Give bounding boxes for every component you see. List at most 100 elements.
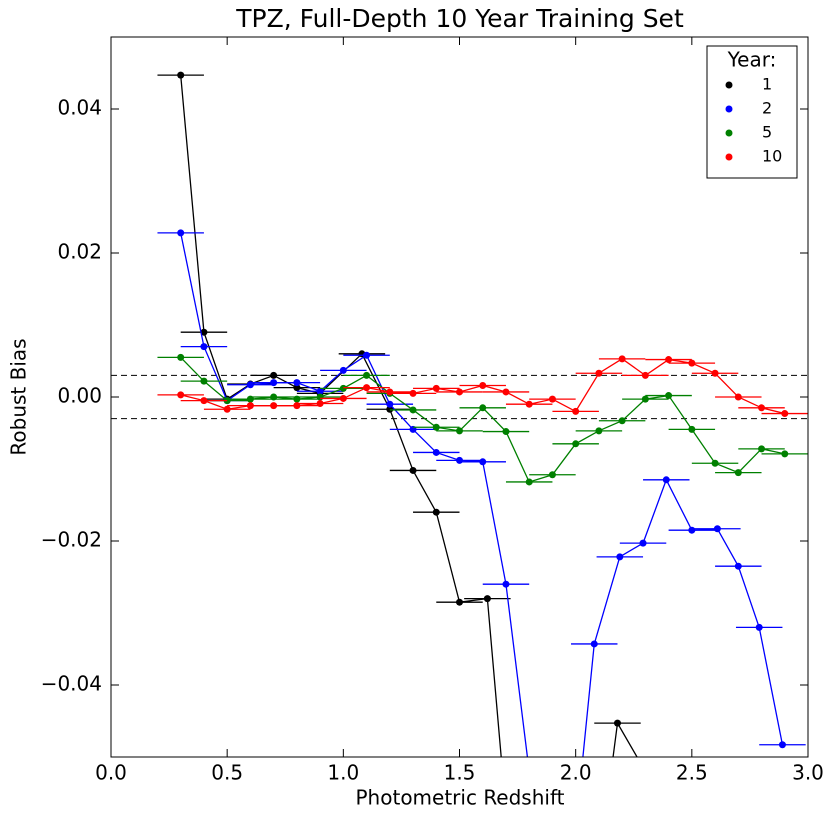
data-point	[758, 445, 766, 453]
legend-marker	[725, 129, 733, 137]
x-tick-label: 2.0	[560, 761, 592, 785]
data-point	[456, 388, 463, 396]
data-point	[525, 400, 533, 408]
x-tick-label: 3.0	[792, 761, 824, 785]
legend-title: Year:	[727, 48, 777, 72]
data-point	[734, 469, 742, 477]
data-point	[432, 448, 440, 456]
data-point	[502, 388, 510, 396]
data-point	[293, 379, 301, 387]
data-point	[432, 423, 440, 431]
data-point	[479, 404, 487, 412]
y-tick-label: −0.04	[41, 672, 102, 696]
data-point	[641, 371, 649, 379]
legend-marker	[725, 81, 733, 89]
data-point	[386, 388, 394, 396]
data-point	[711, 459, 719, 467]
plot-area	[111, 71, 808, 775]
data-point	[548, 395, 556, 403]
data-point	[641, 395, 649, 403]
data-point	[665, 392, 673, 400]
x-tick-label: 2.5	[676, 761, 708, 785]
data-point	[755, 623, 763, 631]
data-point	[339, 366, 347, 374]
data-point	[713, 525, 721, 533]
data-point	[316, 387, 324, 395]
data-point	[339, 394, 347, 402]
data-point	[734, 393, 742, 401]
x-tick-label: 0.5	[211, 761, 243, 785]
data-point	[688, 359, 696, 367]
data-point	[502, 428, 510, 436]
data-point	[525, 478, 533, 486]
data-point	[572, 407, 580, 415]
x-tick-label: 1.5	[444, 761, 476, 785]
data-point	[479, 458, 487, 466]
data-point	[363, 371, 371, 379]
data-point	[613, 719, 621, 727]
data-point	[200, 377, 208, 385]
legend-box	[706, 45, 798, 179]
x-tick-label: 1.0	[327, 761, 359, 785]
data-point	[618, 417, 626, 425]
data-point	[711, 369, 719, 377]
data-point	[177, 229, 185, 237]
data-point	[781, 450, 789, 458]
data-point	[432, 508, 440, 516]
series-line	[180, 232, 784, 757]
data-point	[316, 399, 324, 407]
data-point	[616, 553, 624, 561]
chart-title: TPZ, Full-Depth 10 Year Training Set	[235, 4, 684, 33]
data-point	[483, 595, 491, 603]
legend-label: 5	[762, 123, 772, 142]
data-point	[200, 343, 208, 351]
y-tick-label: 0.00	[57, 384, 102, 408]
y-tick-label: 0.04	[57, 96, 102, 120]
data-point	[293, 384, 301, 392]
data-point	[200, 328, 208, 336]
data-point	[409, 389, 417, 397]
plot-frame	[110, 36, 809, 758]
data-point	[548, 471, 556, 479]
data-point	[595, 427, 603, 435]
data-point	[316, 393, 324, 401]
data-point	[386, 405, 394, 413]
data-point	[688, 425, 696, 433]
x-axis-label: Photometric Redshift	[356, 786, 565, 810]
data-point	[456, 456, 463, 464]
legend-marker	[725, 153, 733, 161]
data-point	[662, 476, 670, 484]
y-axis-label: Robust Bias	[7, 338, 31, 455]
data-point	[270, 371, 278, 379]
data-point	[363, 384, 371, 392]
legend-label: 2	[762, 99, 772, 118]
y-tick-label: 0.02	[57, 240, 102, 264]
data-point	[200, 397, 208, 405]
data-point	[781, 410, 789, 418]
x-tick-label: 0.0	[95, 761, 127, 785]
legend-label: 10	[762, 147, 782, 166]
data-point	[409, 466, 417, 474]
data-point	[177, 353, 185, 361]
data-point	[572, 440, 580, 448]
data-point	[456, 427, 463, 435]
legend-label: 1	[762, 75, 772, 94]
data-point	[479, 381, 487, 389]
data-point	[758, 404, 766, 412]
data-point	[339, 384, 347, 392]
data-point	[363, 351, 371, 359]
data-point	[177, 71, 185, 79]
data-point	[642, 768, 649, 775]
legend-marker	[725, 105, 733, 113]
data-point	[778, 741, 786, 749]
data-point	[177, 391, 185, 399]
data-point	[456, 598, 463, 606]
data-point	[409, 406, 417, 414]
data-point	[223, 405, 231, 413]
data-point	[688, 526, 696, 534]
data-point	[502, 580, 510, 588]
data-point	[526, 768, 533, 775]
data-point	[595, 369, 603, 377]
y-tick-label: −0.02	[41, 528, 102, 552]
